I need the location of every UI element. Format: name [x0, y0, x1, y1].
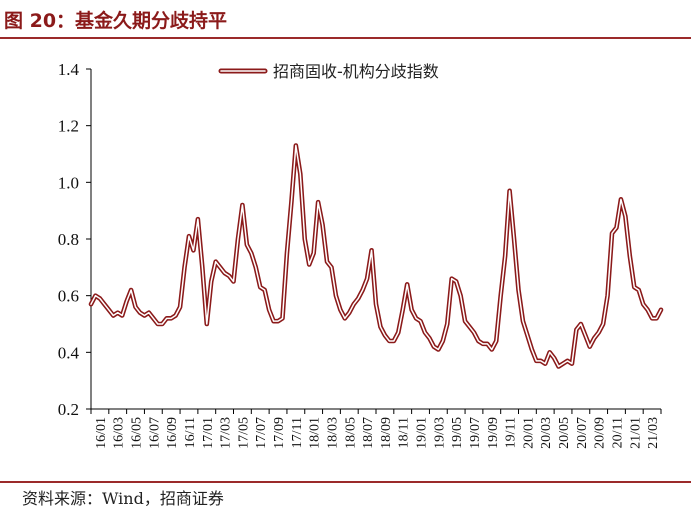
x-tick-label: 20/01: [521, 417, 536, 449]
x-tick-label: 18/05: [343, 417, 358, 449]
x-tick-label: 17/07: [254, 417, 269, 449]
source-note: 资料来源：Wind，招商证券: [22, 489, 224, 508]
x-tick-label: 19/03: [432, 417, 447, 449]
figure-title: 图 20：基金久期分歧持平: [4, 10, 228, 32]
x-tick-label: 16/09: [165, 417, 180, 449]
x-tick-label: 17/09: [272, 417, 287, 449]
x-tick-label: 18/07: [361, 417, 376, 449]
y-tick-label: 0.4: [58, 343, 80, 362]
y-axis: 0.2 0.4 0.6 0.8 1.0 1.2 1.4: [58, 60, 92, 419]
x-tick-label: 19/11: [504, 417, 519, 448]
x-tick-label: 21/01: [628, 417, 643, 449]
legend-label: 招商固收-机构分歧指数: [273, 62, 439, 81]
y-tick-label: 0.8: [58, 230, 79, 249]
x-tick-label: 18/01: [308, 417, 323, 449]
series-line-inner: [90, 144, 662, 368]
x-tick-label: 17/11: [290, 417, 305, 448]
y-tick-label: 1.4: [58, 60, 80, 79]
x-tick-label: 17/05: [236, 417, 251, 449]
x-axis: 16/01 16/03 16/05 16/07 16/09 16/11 17/01 17/03…: [90, 408, 662, 449]
x-tick-label: 19/09: [486, 417, 501, 449]
x-tick-label: 18/11: [397, 417, 412, 448]
x-tick-label: 17/03: [219, 417, 234, 449]
footer-divider: [0, 481, 691, 483]
x-tick-label: 20/05: [557, 417, 572, 449]
legend: 招商固收-机构分歧指数: [218, 62, 439, 81]
x-tick-label: 20/11: [610, 417, 625, 448]
x-tick-label: 18/03: [325, 417, 340, 449]
x-tick-label: 16/03: [112, 417, 127, 449]
series-layer: [88, 143, 664, 369]
x-tick-label: 16/01: [94, 417, 109, 449]
x-tick-label: 16/07: [147, 417, 162, 449]
x-tick-label: 20/09: [593, 417, 608, 449]
x-tick-label: 16/05: [130, 417, 145, 449]
x-tick-label: 21/03: [646, 417, 661, 449]
x-tick-label: 20/03: [539, 417, 554, 449]
title-divider: [0, 37, 691, 39]
x-tick-label: 18/09: [379, 417, 394, 449]
x-tick-label: 16/11: [183, 417, 198, 448]
x-tick-label: 17/01: [201, 417, 216, 449]
x-tick-label: 19/07: [468, 417, 483, 449]
x-tick-label: 20/07: [575, 417, 590, 449]
y-tick-label: 1.2: [58, 117, 79, 136]
x-tick-label: 19/05: [450, 417, 465, 449]
x-tick-label: 19/01: [415, 417, 430, 449]
y-tick-label: 0.6: [58, 287, 79, 306]
y-tick-label: 0.2: [58, 400, 79, 419]
y-tick-label: 1.0: [58, 173, 79, 192]
